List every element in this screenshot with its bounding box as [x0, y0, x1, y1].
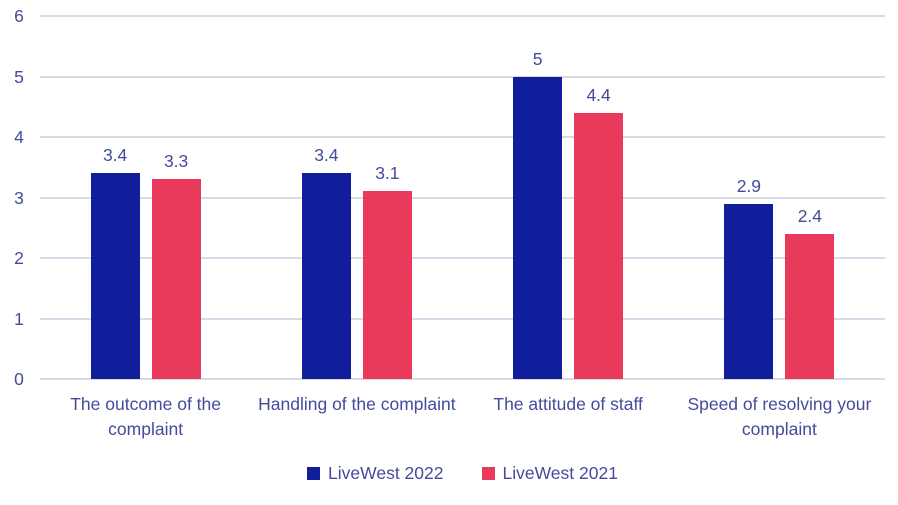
y-axis-tick-label: 1: [14, 308, 24, 329]
y-axis: 0 1 2 3 4 5 6: [4, 6, 34, 389]
bar-livewest-2021-speed-of-resolving-your-complaint: [785, 233, 835, 379]
bar-value-label: 4.4: [586, 84, 611, 105]
bar-group-the-attitude-of-staff: 5 4.4: [463, 16, 674, 379]
gridline-2: [40, 257, 885, 260]
gridline-3: [40, 196, 885, 199]
gridline-5: [40, 75, 885, 78]
bar-column: 4.4: [574, 16, 624, 379]
x-axis-category-label: Handling of the complaint: [258, 394, 456, 414]
bar-column: 3.4: [301, 16, 351, 379]
bar-column: 5: [513, 16, 563, 379]
y-axis-tick-label: 4: [14, 127, 24, 148]
y-axis-tick-label: 0: [14, 369, 24, 389]
legend-swatch-icon: [481, 467, 495, 480]
bar-column: 3.3: [151, 16, 201, 379]
bar-livewest-2021-the-attitude-of-staff: [574, 112, 624, 379]
bar-livewest-2022-the-attitude-of-staff: [513, 76, 563, 379]
bar-value-label: 3.4: [314, 145, 339, 166]
bar-value-label: 3.4: [102, 145, 128, 166]
bar-column: 2.4: [785, 16, 835, 379]
legend: LiveWest 2022 LiveWest 2021: [40, 463, 885, 484]
y-axis-tick-label: 6: [14, 6, 24, 26]
bar-value-label: 2.9: [736, 175, 762, 196]
bar-livewest-2021-the-outcome-of-the-complaint: [151, 179, 201, 379]
bar-column: 3.4: [90, 16, 140, 379]
gridline-1: [40, 317, 885, 320]
legend-label: LiveWest 2021: [502, 463, 618, 483]
legend-item-livewest-2022: LiveWest 2022: [307, 463, 444, 484]
bar-group-the-outcome-of-the-complaint: 3.4 3.3: [40, 16, 251, 379]
bar-group-speed-of-resolving-your-complaint: 2.9 2.4: [674, 16, 885, 379]
bar-value-label: 3.3: [163, 151, 189, 172]
bar-value-label: 3.1: [375, 163, 400, 184]
plot-area: 3.4 3.3 3.4 3.1 5 4.4 2.9 2.4: [40, 15, 885, 380]
x-axis-category-label: The outcome of the complaint: [70, 394, 222, 439]
legend-label: LiveWest 2022: [328, 463, 444, 483]
bar-livewest-2022-the-outcome-of-the-complaint: [90, 173, 140, 379]
bar-column: 2.9: [724, 16, 774, 379]
bar-column: 3.1: [362, 16, 412, 379]
legend-item-livewest-2021: LiveWest 2021: [481, 463, 618, 484]
bar-group-handling-of-the-complaint: 3.4 3.1: [251, 16, 462, 379]
x-axis-category-label: The attitude of staff: [493, 394, 643, 414]
legend-swatch-icon: [307, 467, 321, 480]
bar-value-label: 5: [532, 48, 543, 69]
bars-layer: 3.4 3.3 3.4 3.1 5 4.4 2.9 2.4: [40, 16, 885, 379]
bar-livewest-2022-handling-of-the-complaint: [301, 173, 351, 379]
gridline-4: [40, 136, 885, 139]
x-axis: The outcome of the complaint Handling of …: [40, 392, 885, 442]
gridline-6: [40, 15, 885, 17]
bar-livewest-2022-speed-of-resolving-your-complaint: [724, 203, 774, 379]
y-axis-tick-label: 2: [14, 248, 24, 269]
y-axis-tick-label: 5: [14, 66, 24, 87]
gridline-0: [40, 378, 885, 380]
bar-livewest-2021-handling-of-the-complaint: [362, 191, 412, 379]
y-axis-tick-label: 3: [14, 187, 24, 208]
x-axis-category-label: Speed of resolving your complaint: [687, 394, 872, 439]
bar-value-label: 2.4: [797, 205, 823, 226]
